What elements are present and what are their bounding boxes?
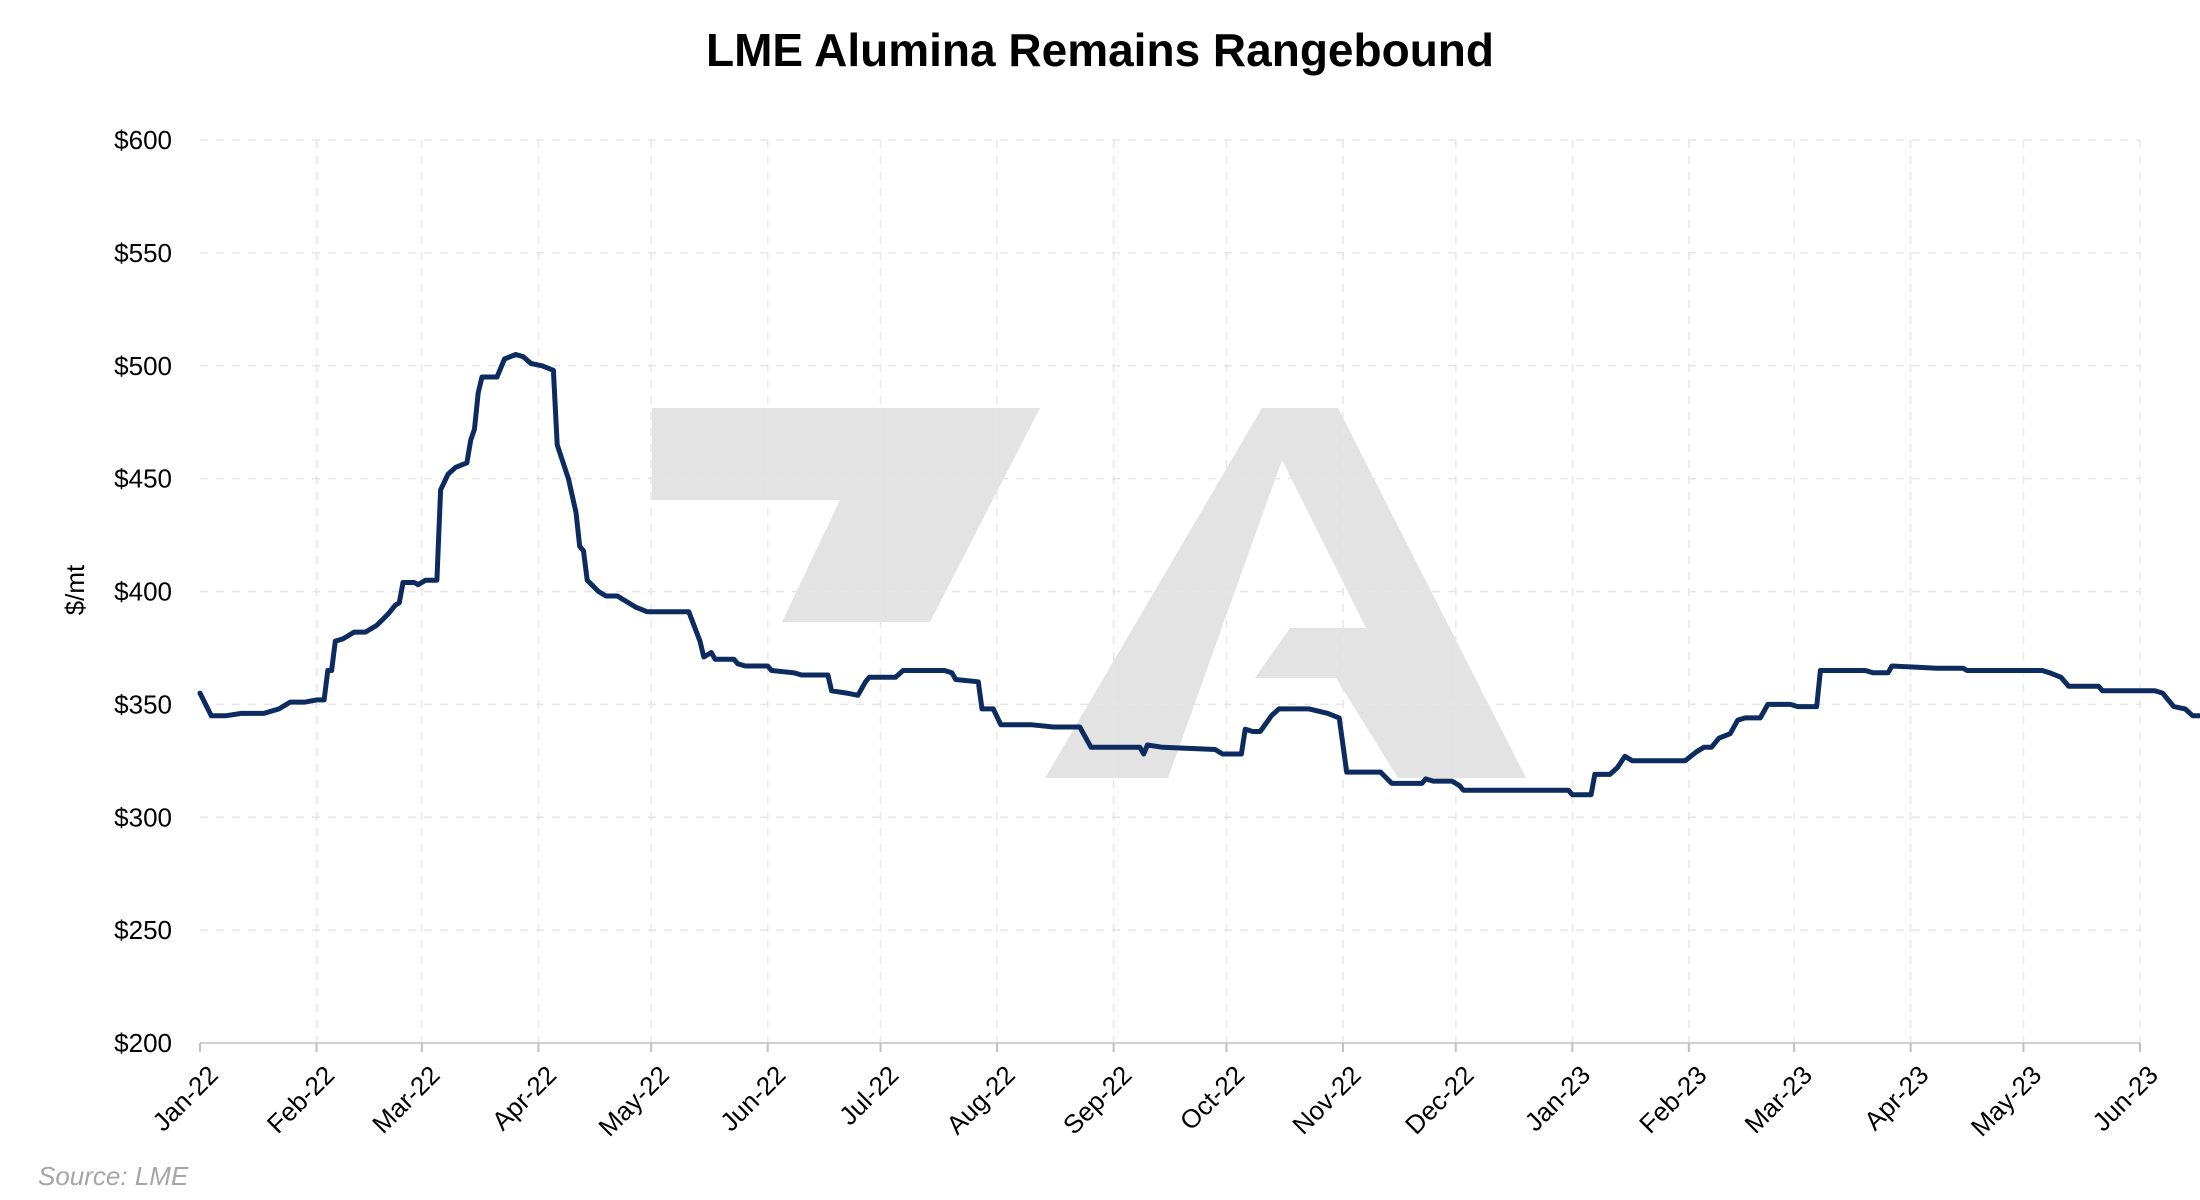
x-tick-label: Nov-22: [1286, 1060, 1366, 1140]
y-tick-label: $250: [114, 915, 172, 945]
source-note: Source: LME: [38, 1161, 189, 1191]
x-tick-label: Apr-23: [1858, 1060, 1934, 1136]
chart-title: LME Alumina Remains Rangebound: [706, 24, 1494, 76]
y-tick-label: $400: [114, 577, 172, 607]
y-tick-label: $600: [114, 125, 172, 155]
y-tick-label: $300: [114, 802, 172, 832]
watermark-seven-shape: [652, 408, 1040, 622]
x-tick-label: Sep-22: [1057, 1060, 1137, 1140]
y-tick-label: $350: [114, 689, 172, 719]
x-tick-label: May-23: [1965, 1060, 2048, 1143]
watermark-logo: [652, 408, 1526, 778]
gridlines: [200, 139, 2141, 1043]
x-tick-label: Apr-22: [486, 1060, 562, 1136]
y-tick-label: $500: [114, 351, 172, 381]
plot-area: [197, 352, 2200, 798]
x-tick-label: Jul-22: [833, 1060, 904, 1131]
series-line: [197, 352, 2200, 798]
y-tick-label: $450: [114, 464, 172, 494]
x-tick-label: May-22: [592, 1060, 675, 1143]
x-tick-label: Dec-22: [1399, 1060, 1479, 1140]
x-tick-label: Jun-23: [2086, 1060, 2163, 1137]
x-tick-label: Jan-23: [1519, 1060, 1596, 1137]
x-tick-label: Feb-22: [261, 1060, 340, 1139]
x-tick-label: Jun-22: [714, 1060, 791, 1137]
y-axis: $200 $250 $300 $350 $400 $450 $500 $550 $600: [114, 125, 172, 1058]
x-tick-label: Oct-22: [1174, 1060, 1250, 1136]
x-tick-label: Mar-22: [366, 1060, 445, 1139]
x-tick-label: Feb-23: [1633, 1060, 1712, 1139]
x-tick-label: Jan-22: [146, 1060, 223, 1137]
watermark-a-shape: [1045, 408, 1526, 778]
y-tick-label: $200: [114, 1028, 172, 1058]
y-tick-label: $550: [114, 238, 172, 268]
x-axis: Jan-22 Feb-22 Mar-22 Apr-22 May-22 Jun-22 Jul-…: [146, 1042, 2164, 1143]
x-tick-label: Mar-23: [1738, 1060, 1817, 1139]
y-axis-label: $/mt: [60, 564, 90, 615]
x-tick-label: Aug-22: [940, 1060, 1020, 1140]
